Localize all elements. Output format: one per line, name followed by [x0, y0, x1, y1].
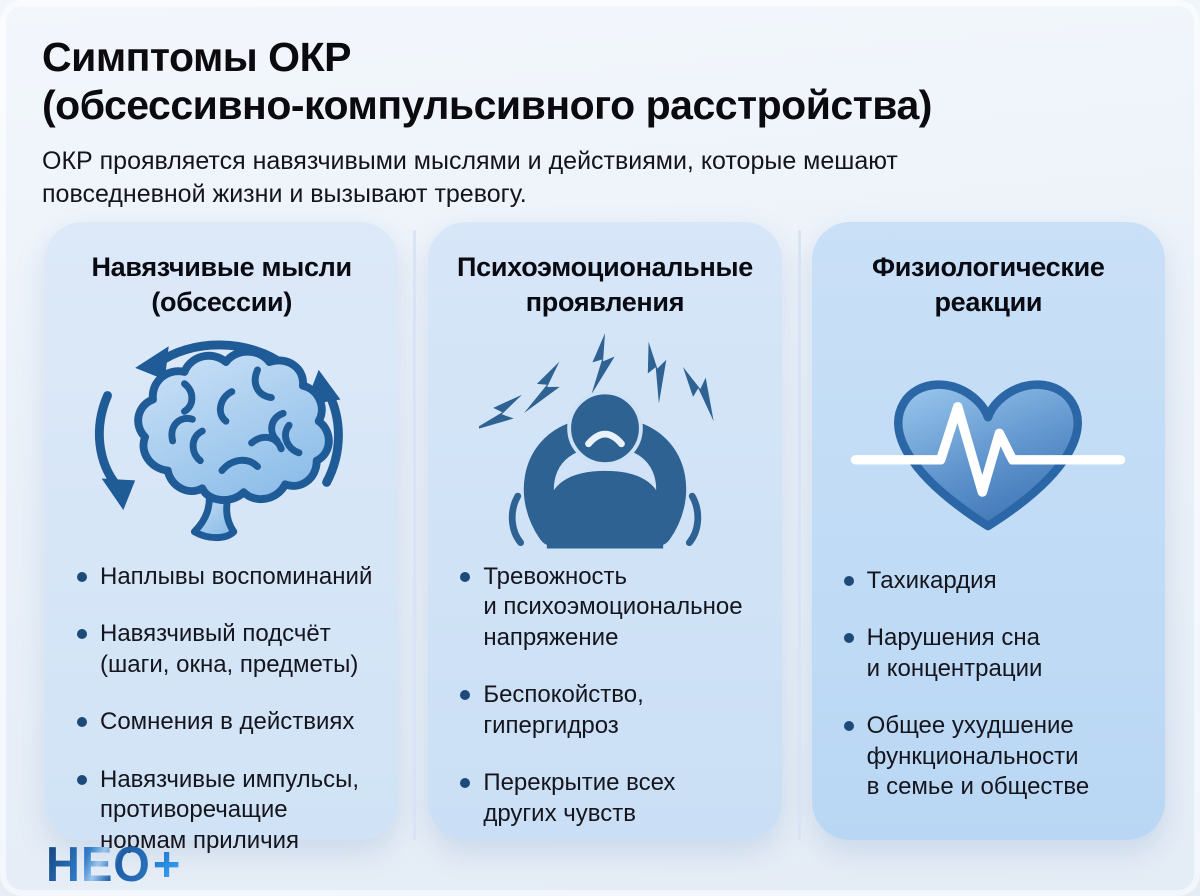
bullet-text: Навязчивые импульсы, противоречащие норм…: [100, 765, 360, 854]
list-item: Общее ухудшение функциональности в семье…: [843, 711, 1139, 802]
list-item: Навязчивые импульсы, противоречащие норм…: [77, 765, 372, 856]
bullet-text: Тревожность и психоэмоциональное напряже…: [483, 563, 743, 651]
brain-cycle-icon: [69, 322, 374, 552]
list-item: Навязчивый подсчёт (шаги, окна, предметы…: [77, 619, 372, 680]
plus-icon: +: [152, 835, 182, 892]
list-item: Перекрытие всех других чувств: [460, 768, 755, 829]
list-item: Тревожность и психоэмоциональное напряже…: [460, 562, 755, 653]
header: Симптомы ОКР (обсессивно-компульсивного …: [0, 0, 1200, 211]
list-item: Сомнения в действиях: [77, 707, 372, 737]
card-title: Психоэмоциональные проявления: [457, 252, 753, 318]
bullet-list: Наплывы воспоминаний Навязчивый подсчёт …: [69, 562, 374, 856]
card-physiological: Физиологические реакции Тахикардия Наруш…: [811, 222, 1165, 840]
list-item: Нарушения сна и концентрации: [843, 623, 1139, 684]
bullet-dot: [77, 572, 87, 582]
bullet-dot: [843, 633, 854, 644]
bullet-text: Перекрытие всех других чувств: [483, 769, 676, 827]
bullet-dot: [77, 774, 87, 785]
bullet-text: Тахикардия: [866, 567, 997, 594]
bullet-text: Общее ухудшение функциональности в семье…: [866, 712, 1090, 801]
card-title: Навязчивые мысли (обсессии): [91, 252, 352, 318]
bullet-dot: [460, 572, 471, 582]
bullet-text: Навязчивый подсчёт (шаги, окна, предметы…: [100, 620, 359, 678]
list-item: Беспокойство, гипергидроз: [460, 680, 755, 741]
bullet-list: Тахикардия Нарушения сна и концентрации …: [836, 566, 1141, 803]
bullet-list: Тревожность и психоэмоциональное напряже…: [452, 562, 757, 829]
card-divider: [798, 230, 801, 840]
bullet-dot: [77, 717, 87, 728]
bullet-dot: [843, 721, 854, 732]
bullet-dot: [77, 629, 87, 640]
neo-plus-logo: НЕО +: [46, 835, 182, 892]
bullet-dot: [843, 576, 854, 586]
cards-row: Навязчивые мысли (обсессии): [45, 222, 1165, 854]
bullet-dot: [460, 778, 471, 789]
stressed-person-icon: [452, 322, 757, 552]
card-divider: [413, 230, 416, 840]
page-title: Симптомы ОКР (обсессивно-компульсивного …: [42, 34, 932, 128]
heartbeat-icon: [836, 322, 1141, 556]
bullet-text: Беспокойство, гипергидроз: [483, 681, 644, 739]
card-title: Физиологические реакции: [872, 252, 1105, 318]
bullet-text: Нарушения сна и концентрации: [866, 624, 1043, 682]
bullet-text: Сомнения в действиях: [100, 708, 355, 736]
list-item: Наплывы воспоминаний: [77, 562, 372, 592]
logo-text: НЕО: [46, 835, 151, 892]
bullet-text: Наплывы воспоминаний: [100, 563, 373, 590]
page-subtitle: ОКР проявляется навязчивыми мыслями и де…: [42, 146, 898, 208]
card-psycho-emotional: Психоэмоциональные проявления: [428, 222, 782, 840]
card-obsessive-thoughts: Навязчивые мысли (обсессии): [45, 222, 399, 854]
bullet-dot: [460, 690, 471, 701]
list-item: Тахикардия: [843, 566, 1139, 596]
